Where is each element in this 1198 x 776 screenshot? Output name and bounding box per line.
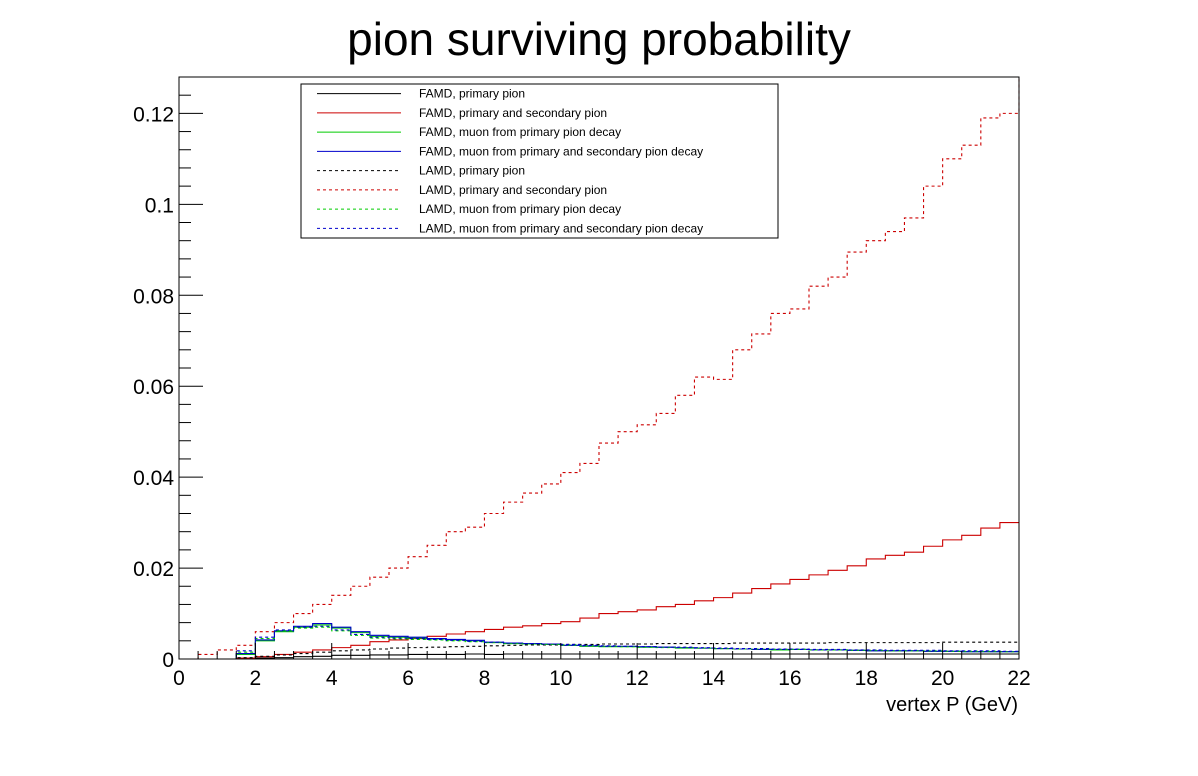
legend-label: FAMD, primary and secondary pion bbox=[419, 106, 607, 120]
x-tick-label: 22 bbox=[1007, 667, 1030, 690]
y-tick-label: 0.08 bbox=[133, 285, 174, 308]
legend-label: LAMD, primary and secondary pion bbox=[419, 183, 607, 197]
legend-label: LAMD, primary pion bbox=[419, 164, 525, 178]
x-tick-label: 20 bbox=[931, 667, 954, 690]
series-line-2 bbox=[179, 522, 1019, 660]
legend-box bbox=[300, 83, 779, 239]
x-tick-label: 4 bbox=[326, 667, 338, 690]
y-tick-label: 0.02 bbox=[133, 558, 174, 581]
x-tick-label: 6 bbox=[402, 667, 414, 690]
y-tick-label: 0 bbox=[162, 649, 174, 672]
y-tick-label: 0.12 bbox=[133, 103, 174, 126]
x-tick-label: 16 bbox=[778, 667, 801, 690]
legend: FAMD, primary pion FAMD, primary and seco… bbox=[300, 83, 779, 239]
axes-layer: 0 2 4 6 8 10 12 14 16 18 20 22 0 0.02 0.04 0.06 0.08 0.1 0… bbox=[133, 76, 1031, 690]
x-tick-label: 8 bbox=[479, 667, 491, 690]
y-tick-label: 0.04 bbox=[133, 467, 174, 490]
legend-label: LAMD, muon from primary and secondary pi… bbox=[419, 221, 703, 235]
legend-label: FAMD, muon from primary and secondary pi… bbox=[419, 144, 703, 158]
x-tick-label: 18 bbox=[855, 667, 878, 690]
x-axis-label: vertex P (GeV) bbox=[886, 694, 1018, 716]
x-tick-label: 0 bbox=[173, 667, 185, 690]
x-tick-label: 12 bbox=[626, 667, 649, 690]
y-tick-label: 0.06 bbox=[133, 376, 174, 399]
legend-label: FAMD, primary pion bbox=[419, 87, 525, 101]
y-tick-label: 0.1 bbox=[145, 194, 174, 217]
legend-label: LAMD, muon from primary pion decay bbox=[419, 202, 621, 216]
series-line-7 bbox=[179, 626, 1019, 660]
legend-label: FAMD, muon from primary pion decay bbox=[419, 125, 621, 139]
x-tick-label: 2 bbox=[250, 667, 262, 690]
series-line-6 bbox=[179, 79, 1020, 660]
chart-title: pion surviving probability bbox=[347, 13, 851, 65]
x-tick-label: 10 bbox=[549, 667, 572, 690]
x-tick-label: 14 bbox=[702, 667, 726, 690]
